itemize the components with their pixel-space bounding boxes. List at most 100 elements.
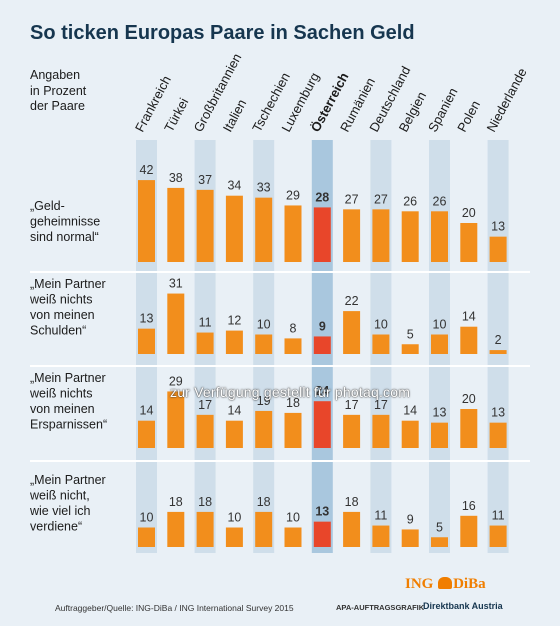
bar: [313, 207, 331, 262]
value-label: 9: [407, 512, 414, 526]
value-label: 10: [374, 318, 388, 332]
bar: [225, 195, 243, 262]
value-label: 9: [319, 319, 326, 333]
value-label: 26: [403, 194, 417, 208]
apa-credit: APA-AUFTRAGSGRAFIK: [336, 603, 425, 612]
bar: [372, 334, 390, 354]
unit-note: Angaben in Prozent der Paare: [30, 68, 86, 115]
bar: [138, 180, 155, 262]
value-label: 19: [257, 394, 271, 408]
value-label: 18: [169, 495, 183, 509]
value-label: 26: [433, 194, 447, 208]
unit-note-line: Angaben: [30, 68, 81, 82]
ing-diba-logo: ING DiBa: [405, 576, 486, 593]
value-label: 42: [140, 163, 154, 177]
bar: [284, 527, 302, 547]
lion-icon: [438, 577, 453, 589]
bar: [489, 525, 507, 547]
bar: [431, 422, 448, 448]
bar: [401, 420, 419, 448]
value-label: 20: [462, 392, 476, 406]
value-label: 22: [345, 294, 359, 308]
bar: [489, 422, 507, 448]
bar: [196, 511, 214, 547]
value-label: 11: [492, 509, 505, 523]
bar: [460, 223, 478, 262]
logo-subtitle: Direktbank Austria: [423, 601, 503, 611]
value-label: 18: [257, 495, 271, 509]
bar: [255, 334, 273, 354]
value-label: 17: [374, 398, 388, 412]
bar: [372, 414, 390, 448]
value-label: 14: [227, 404, 241, 418]
logo-diba: DiBa: [453, 576, 486, 592]
bar: [255, 197, 273, 262]
watermark: zur Verfügung gestellt für photaq.com: [170, 384, 411, 400]
bar: [460, 515, 478, 547]
value-label: 13: [491, 220, 505, 234]
source-note: Auftraggeber/Quelle: ING-DiBa / ING Inte…: [55, 603, 294, 613]
bar: [167, 293, 185, 354]
category-label: Italien: [220, 97, 250, 135]
bar: [313, 336, 331, 354]
category-label: Niederlande: [484, 65, 530, 134]
value-label: 28: [315, 190, 329, 204]
bar: [255, 410, 273, 448]
bar: [255, 511, 273, 547]
value-label: 11: [199, 316, 212, 330]
value-label: 13: [433, 406, 447, 420]
bar: [401, 211, 419, 262]
bar: [372, 525, 390, 547]
logo-ing: ING: [405, 576, 434, 592]
value-label: 18: [286, 396, 300, 410]
value-label: 33: [257, 181, 271, 195]
value-label: 14: [403, 404, 417, 418]
value-label: 14: [140, 404, 154, 418]
row-label: „Mein Partner weiß nicht, wie viel ich verd…: [29, 473, 106, 534]
value-label: 13: [491, 406, 505, 420]
value-label: 16: [462, 499, 476, 513]
row-label: „Mein Partner weiß nichts von meinen Erspar…: [29, 371, 107, 432]
bar: [401, 529, 419, 547]
bar: [167, 511, 185, 547]
value-label: 2: [495, 333, 502, 347]
bar: [138, 420, 155, 448]
value-label: 29: [286, 188, 300, 202]
bar: [401, 344, 419, 354]
bar: [225, 527, 243, 547]
value-label: 5: [436, 520, 443, 534]
value-label: 27: [374, 192, 388, 206]
bar: [372, 209, 390, 262]
value-label: 17: [198, 398, 212, 412]
bar: [431, 211, 448, 262]
value-label: 14: [462, 310, 476, 324]
unit-note-line: in Prozent: [30, 83, 87, 98]
bar: [460, 409, 478, 448]
bar: [343, 511, 361, 547]
bar: [313, 521, 331, 547]
value-label: 37: [198, 173, 212, 187]
bar: [284, 205, 302, 262]
unit-note-line: der Paare: [30, 99, 85, 113]
bar: [138, 527, 155, 547]
bar: [196, 189, 214, 262]
bar: [313, 401, 331, 448]
value-label: 27: [345, 192, 359, 206]
value-label: 10: [227, 511, 241, 525]
bar: [196, 332, 214, 354]
bar: [196, 414, 214, 448]
bar: [343, 414, 361, 448]
chart-title: So ticken Europas Paare in Sachen Geld: [30, 22, 415, 44]
bar: [167, 391, 185, 448]
value-label: 17: [345, 398, 359, 412]
value-label: 10: [257, 318, 271, 332]
value-label: 10: [433, 318, 447, 332]
value-label: 10: [140, 511, 154, 525]
value-label: 13: [315, 505, 329, 519]
category-label: Polen: [454, 98, 483, 134]
category-label: Türkei: [161, 95, 191, 134]
bar: [138, 328, 155, 354]
value-label: 29: [169, 374, 183, 388]
value-label: 10: [286, 511, 300, 525]
